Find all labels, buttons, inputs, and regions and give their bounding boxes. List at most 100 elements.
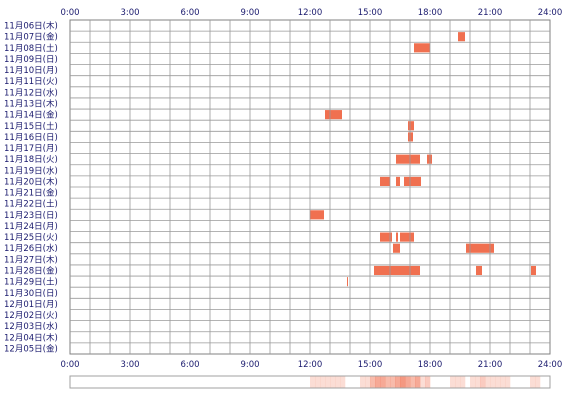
summary-cell-77: [455, 376, 461, 388]
row-label: 11月26日(水): [4, 243, 58, 254]
bottom-tick-label: 0:00: [60, 360, 79, 370]
summary-cell-68: [410, 376, 416, 388]
summary-cell-78: [460, 376, 466, 388]
row-label: 12月04日(木): [4, 332, 58, 343]
summary-cell-58: [360, 376, 366, 388]
summary-cell-71: [425, 376, 431, 388]
top-tick-label: 9:00: [240, 8, 259, 18]
top-tick-label: 18:00: [418, 8, 443, 18]
top-tick-label: 15:00: [358, 8, 383, 18]
row-label: 11月19日(水): [4, 165, 58, 176]
summary-cell-54: [340, 376, 346, 388]
row-label: 11月08日(土): [4, 43, 58, 54]
row-label: 11月14日(金): [4, 110, 58, 121]
top-axis-ticks: 0:00 3:00 6:00 9:00 12:00 15:00 18:00 21:00 24:0…: [60, 8, 562, 18]
row-label: 11月25日(火): [4, 233, 58, 243]
activity-bar-9: [404, 176, 421, 186]
summary-cell-48: [310, 376, 316, 388]
summary-cell-84: [490, 376, 496, 388]
row-label: 12月03日(水): [4, 321, 58, 332]
summary-cell-67: [405, 376, 411, 388]
top-tick-label: 6:00: [180, 8, 199, 18]
activity-bar-10: [310, 210, 324, 220]
bottom-tick-label: 3:00: [120, 360, 139, 370]
top-tick-label: 21:00: [478, 8, 503, 18]
bottom-tick-label: 24:00: [538, 360, 563, 370]
summary-cell-63: [385, 376, 391, 388]
summary-cell-93: [535, 376, 541, 388]
summary-cell-70: [420, 376, 426, 388]
top-tick-label: 0:00: [60, 8, 79, 18]
summary-cell-92: [530, 376, 536, 388]
bottom-tick-label: 6:00: [180, 360, 199, 370]
row-label: 12月05日(金): [4, 343, 58, 354]
bottom-axis-ticks: 0:00 3:00 6:00 9:00 12:00 15:00 18:00 21:00 24:0…: [60, 360, 562, 370]
activity-bar-18: [531, 265, 536, 276]
row-label: 11月10日(月): [4, 66, 58, 76]
row-label: 11月09日(日): [4, 55, 58, 65]
summary-cell-80: [470, 376, 476, 388]
row-label: 11月06日(木): [4, 21, 58, 32]
activity-bar-2: [325, 110, 342, 120]
summary-cell-65: [395, 376, 401, 388]
activity-bar-13: [400, 232, 414, 242]
activity-bar-8: [396, 176, 400, 186]
summary-strip-border: [69, 375, 551, 389]
summary-cell-86: [500, 376, 506, 388]
summary-cell-64: [390, 376, 396, 388]
activity-bars: [310, 32, 536, 287]
summary-cell-59: [365, 376, 371, 388]
row-labels: 11月06日(木)11月07日(金)11月08日(土)11月09日(日)11月1…: [4, 21, 58, 355]
activity-bar-1: [414, 43, 430, 53]
summary-strip: [69, 375, 551, 389]
summary-cell-76: [450, 376, 456, 388]
summary-cell-61: [375, 376, 381, 388]
summary-cell-53: [335, 376, 341, 388]
row-label: 11月16日(日): [4, 133, 58, 143]
summary-cell-49: [315, 376, 321, 388]
summary-cell-62: [380, 376, 386, 388]
row-label: 11月22日(土): [4, 199, 58, 210]
activity-bar-7: [380, 176, 390, 186]
activity-bar-16: [374, 265, 420, 276]
row-label: 11月30日(日): [4, 289, 58, 299]
activity-bar-17: [476, 265, 482, 276]
summary-cell-51: [325, 376, 331, 388]
summary-cell-81: [475, 376, 481, 388]
activity-bar-6: [427, 154, 432, 164]
summary-cell-52: [330, 376, 336, 388]
activity-bar-0: [458, 32, 465, 42]
summary-cell-69: [415, 376, 421, 388]
bottom-tick-label: 15:00: [358, 360, 383, 370]
row-label: 11月15日(土): [4, 121, 58, 132]
row-label: 11月17日(月): [4, 144, 58, 154]
row-label: 12月01日(月): [4, 300, 58, 310]
bottom-tick-label: 9:00: [240, 360, 259, 370]
activity-bar-15: [466, 243, 494, 253]
summary-cell-87: [505, 376, 511, 388]
row-label: 11月23日(日): [4, 211, 58, 221]
activity-bar-3: [408, 121, 414, 131]
summary-cell-85: [495, 376, 501, 388]
top-tick-label: 24:00: [538, 8, 563, 18]
summary-cell-60: [370, 376, 376, 388]
row-label: 11月20日(木): [4, 176, 58, 187]
summary-cell-83: [485, 376, 491, 388]
row-label: 11月07日(金): [4, 32, 58, 43]
row-label: 11月21日(金): [4, 188, 58, 199]
row-label: 11月12日(水): [4, 87, 58, 98]
bottom-tick-label: 18:00: [418, 360, 443, 370]
summary-cell-50: [320, 376, 326, 388]
row-label: 11月11日(火): [4, 77, 58, 87]
row-label: 11月29日(土): [4, 277, 58, 288]
top-tick-label: 12:00: [298, 8, 323, 18]
bottom-tick-label: 12:00: [298, 360, 323, 370]
row-label: 11月28日(金): [4, 266, 58, 277]
activity-bar-11: [380, 232, 392, 242]
row-label: 11月24日(月): [4, 222, 58, 232]
activity-bar-19: [347, 277, 348, 287]
grid-lines: [69, 19, 551, 355]
bottom-tick-label: 21:00: [478, 360, 503, 370]
row-label: 11月27日(木): [4, 254, 58, 265]
